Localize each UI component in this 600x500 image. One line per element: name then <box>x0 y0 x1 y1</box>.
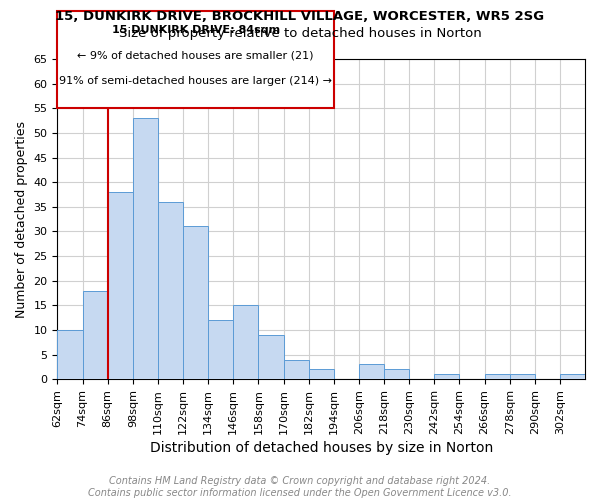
Bar <box>560 374 585 379</box>
Bar <box>308 370 334 379</box>
Bar <box>58 330 83 379</box>
Bar <box>384 370 409 379</box>
Bar <box>183 226 208 379</box>
Bar <box>133 118 158 379</box>
Bar <box>158 202 183 379</box>
Bar <box>485 374 509 379</box>
Bar <box>107 192 133 379</box>
Text: 15, DUNKIRK DRIVE, BROCKHILL VILLAGE, WORCESTER, WR5 2SG: 15, DUNKIRK DRIVE, BROCKHILL VILLAGE, WO… <box>55 10 545 23</box>
Bar <box>83 290 107 379</box>
Text: 91% of semi-detached houses are larger (214) →: 91% of semi-detached houses are larger (… <box>59 76 332 86</box>
Bar <box>509 374 535 379</box>
Text: Size of property relative to detached houses in Norton: Size of property relative to detached ho… <box>119 28 481 40</box>
Bar <box>434 374 460 379</box>
X-axis label: Distribution of detached houses by size in Norton: Distribution of detached houses by size … <box>149 441 493 455</box>
Text: Contains HM Land Registry data © Crown copyright and database right 2024.
Contai: Contains HM Land Registry data © Crown c… <box>88 476 512 498</box>
Bar <box>58 11 334 108</box>
Bar <box>284 360 308 379</box>
Text: ← 9% of detached houses are smaller (21): ← 9% of detached houses are smaller (21) <box>77 51 314 61</box>
Bar <box>208 320 233 379</box>
Bar <box>259 335 284 379</box>
Bar <box>359 364 384 379</box>
Text: 15 DUNKIRK DRIVE: 84sqm: 15 DUNKIRK DRIVE: 84sqm <box>112 25 280 35</box>
Y-axis label: Number of detached properties: Number of detached properties <box>15 120 28 318</box>
Bar <box>233 306 259 379</box>
